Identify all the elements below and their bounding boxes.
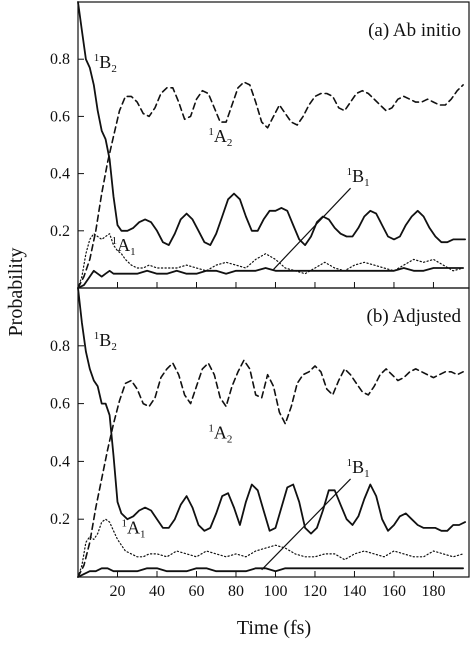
state-label-1b1: 1B1 [347,457,370,480]
y-tick-label: 0.2 [50,511,70,528]
annotation-pointer [261,478,351,571]
y-tick-label: 0.4 [50,453,70,470]
y-axis-label: Probability [5,248,27,337]
state-label-1b2: 1B2 [94,330,117,353]
plot-frame [77,287,470,578]
series-line-1b2-solid [77,287,466,535]
state-label-1b1: 1B1 [347,166,370,189]
panel-top: 0.2 0.4 0.6 0.8 (a) Ab initio 1B2 1A2 1A1 1B1 [50,1,470,289]
series-line-1b1-solid [77,267,464,289]
y-tick-label: 0.6 [50,396,70,413]
y-tick-label: 0.4 [50,166,70,183]
annotation-pointer [273,187,352,270]
y-tick-label: 0.8 [50,338,70,355]
state-label-1b2: 1B2 [94,52,117,75]
panel-title: (b) Adjusted [367,306,462,327]
y-tick-label: 0.6 [50,108,70,125]
x-tick-label: 160 [382,583,406,600]
y-tick-label: 0.8 [50,51,70,68]
y-tick-label: 0.2 [50,223,70,240]
series-line-1a1-dotted [77,518,464,578]
x-tick-label: 100 [263,583,287,600]
plot-frame [77,1,470,289]
series-line-1b2-solid [77,1,466,246]
x-tick-label: 140 [342,583,366,600]
panel-bottom: 0.2 0.4 0.6 0.8 20 40 60 80 100 120 140 160 180 (b) A… [50,287,470,600]
series-line-1a1-dotted [77,233,464,289]
series-line-1b1-solid [77,567,464,578]
x-tick-label: 40 [149,583,165,600]
x-tick-label: 120 [303,583,327,600]
x-tick-label: 20 [109,583,125,600]
state-label-1a2: 1A2 [208,126,232,149]
x-tick-label: 180 [421,583,445,600]
series-line-1a2-dashed [77,359,464,578]
series-line-1a2-dashed [77,81,464,289]
panel-title: (a) Ab initio [368,20,461,41]
state-label-1a1: 1A1 [121,518,145,541]
state-label-1a2: 1A2 [208,422,232,445]
state-label-1a1: 1A1 [112,235,136,258]
x-tick-label: 80 [228,583,244,600]
x-tick-label: 60 [188,583,204,600]
x-axis-label: Time (fs) [237,617,311,639]
